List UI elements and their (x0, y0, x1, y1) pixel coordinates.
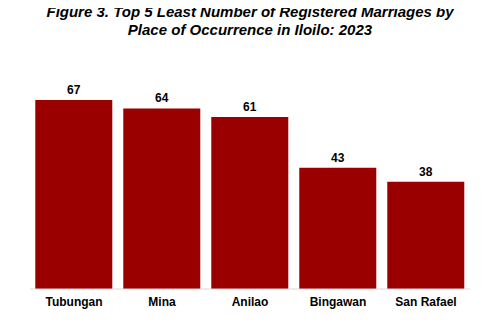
svg-text:64: 64 (155, 91, 169, 105)
svg-text:43: 43 (331, 151, 345, 165)
svg-text:Bingawan: Bingawan (310, 295, 367, 309)
svg-text:Mina: Mina (148, 295, 176, 309)
html-text:Figure 3. Top 5 Least Number o: Figure 3. Top 5 Least Number of Register… (46, 3, 454, 38)
svg-text:San Rafael: San Rafael (395, 295, 456, 309)
svg-text:61: 61 (243, 100, 257, 114)
svg-text:Tubungan: Tubungan (45, 295, 102, 309)
svg-text:38: 38 (419, 165, 433, 179)
svg-text:Anilao: Anilao (232, 295, 269, 309)
svg-text:67: 67 (67, 83, 81, 97)
